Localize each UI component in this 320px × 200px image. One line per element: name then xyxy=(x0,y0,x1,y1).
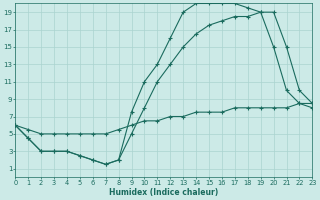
X-axis label: Humidex (Indice chaleur): Humidex (Indice chaleur) xyxy=(109,188,219,197)
